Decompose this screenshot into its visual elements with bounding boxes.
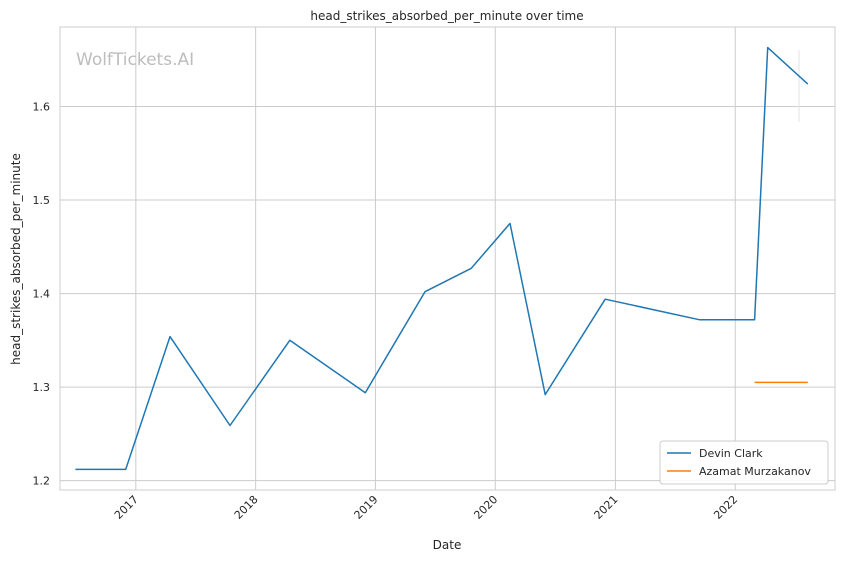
y-tick-label: 1.6 <box>33 101 51 114</box>
y-tick-label: 1.2 <box>33 475 51 488</box>
y-tick-label: 1.3 <box>33 381 51 394</box>
y-tick-label: 1.4 <box>33 288 51 301</box>
x-axis-title: Date <box>433 538 462 552</box>
y-tick-label: 1.5 <box>33 194 51 207</box>
series-line-devin-clark <box>75 46 809 471</box>
y-axis-title: head_strikes_absorbed_per_minute <box>9 153 23 365</box>
legend-box <box>659 440 829 485</box>
chart-title: head_strikes_absorbed_per_minute over ti… <box>310 9 583 23</box>
legend-label-devin-clark: Devin Clark <box>699 447 763 460</box>
legend-label-azamat-murzakanov: Azamat Murzakanov <box>699 465 811 478</box>
plot-frame <box>59 26 836 491</box>
grid <box>60 27 835 490</box>
watermark-text: WolfTickets.AI <box>76 50 194 70</box>
legend: Devin Clark Azamat Murzakanov <box>659 440 829 485</box>
series-layer <box>75 46 809 471</box>
